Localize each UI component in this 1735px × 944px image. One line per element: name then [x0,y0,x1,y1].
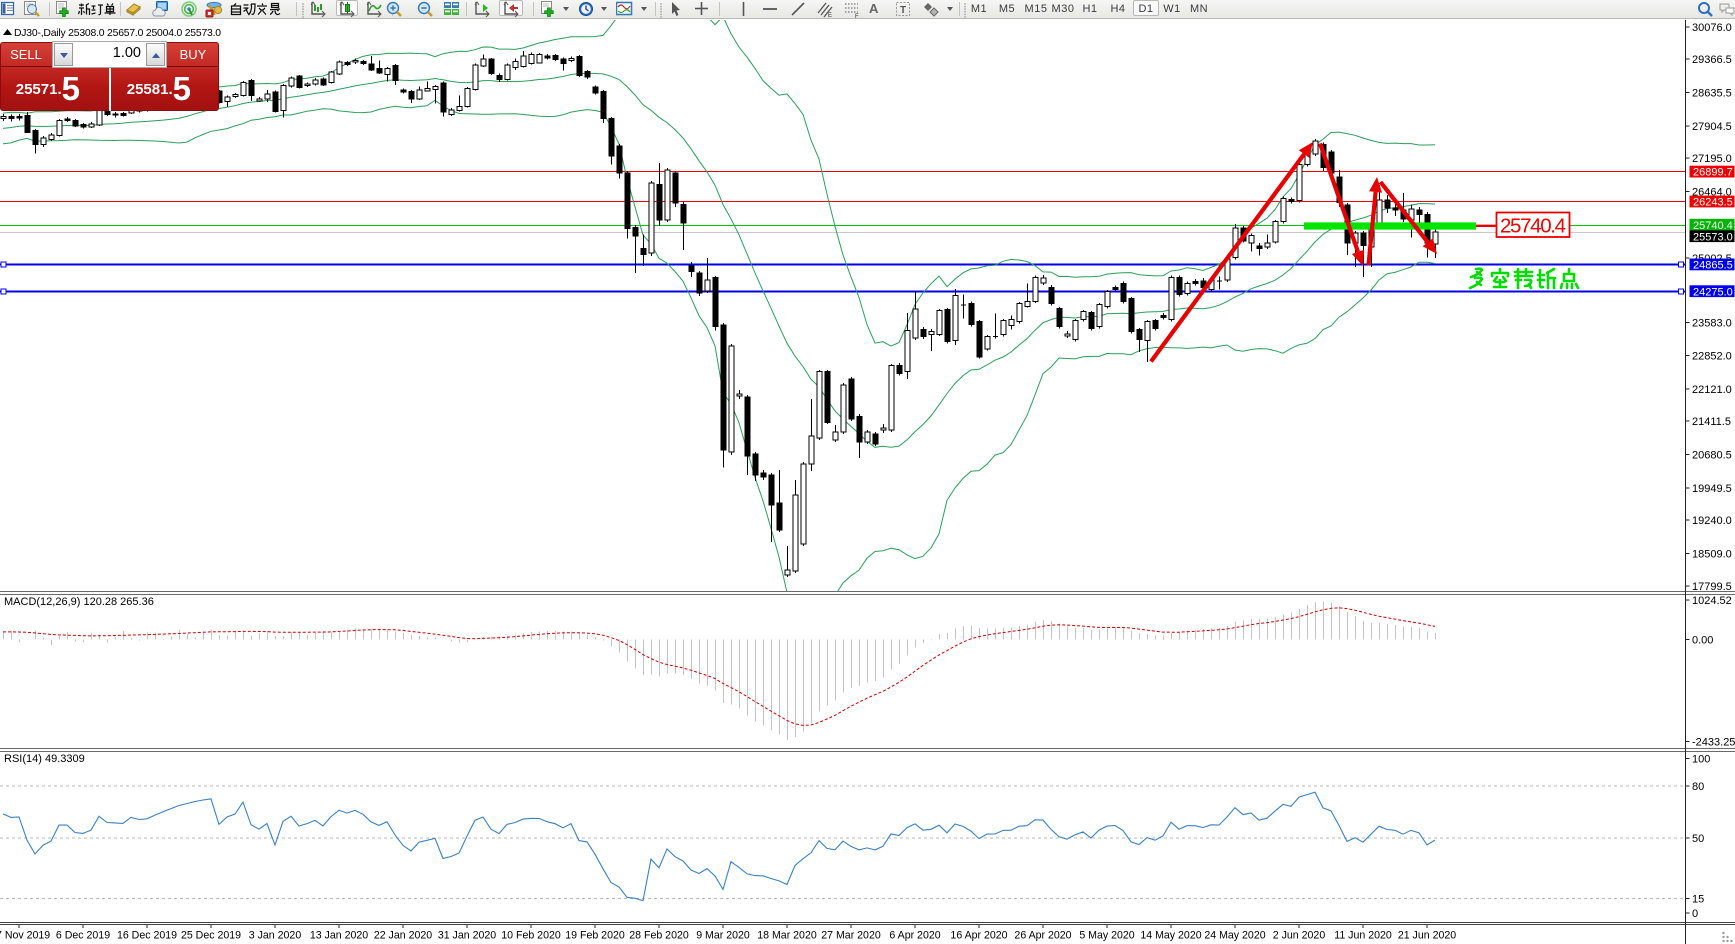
svg-text:16 Dec 2019: 16 Dec 2019 [117,930,177,942]
svg-text:27195.0: 27195.0 [1692,153,1732,165]
svg-text:10 Feb 2020: 10 Feb 2020 [501,930,561,942]
svg-text:11 Jun 2020: 11 Jun 2020 [1334,930,1392,942]
svg-text:26899.7: 26899.7 [1693,167,1733,179]
svg-text:RSI(14) 49.3309: RSI(14) 49.3309 [4,753,85,765]
svg-text:9 Mar 2020: 9 Mar 2020 [696,930,750,942]
svg-text:17799.5: 17799.5 [1692,581,1732,593]
svg-text:100: 100 [1692,753,1710,765]
svg-text:6 Apr 2020: 6 Apr 2020 [889,930,940,942]
svg-text:3 Jan 2020: 3 Jan 2020 [249,930,302,942]
svg-text:5 May 2020: 5 May 2020 [1079,930,1134,942]
svg-text:29366.5: 29366.5 [1692,54,1732,66]
svg-text:6 Dec 2019: 6 Dec 2019 [56,930,110,942]
svg-text:25573.0: 25573.0 [1693,231,1733,243]
svg-text:19949.5: 19949.5 [1692,483,1732,495]
svg-text:MACD(12,26,9) 120.28 265.36: MACD(12,26,9) 120.28 265.36 [4,596,154,608]
svg-text:0.00: 0.00 [1692,634,1713,646]
svg-text:2 Jun 2020: 2 Jun 2020 [1273,930,1326,942]
svg-text:T: T [900,5,906,16]
svg-text:22 Jan 2020: 22 Jan 2020 [374,930,432,942]
svg-text:27904.5: 27904.5 [1692,121,1732,133]
svg-text:18 Mar 2020: 18 Mar 2020 [757,930,817,942]
svg-text:25740.4: 25740.4 [1500,215,1566,238]
svg-text:21411.5: 21411.5 [1692,416,1731,428]
svg-text:80: 80 [1692,781,1704,793]
svg-text:20680.5: 20680.5 [1692,450,1732,462]
svg-text:25740.4: 25740.4 [1693,220,1733,232]
svg-text:15: 15 [1692,893,1704,905]
svg-text:F: F [855,14,859,19]
svg-text:DJ30-,Daily 25308.0 25657.0 2: DJ30-,Daily 25308.0 25657.0 25004.0 2557… [14,28,221,39]
svg-text:27 Mar 2020: 27 Mar 2020 [821,930,881,942]
svg-text:24275.0: 24275.0 [1693,286,1733,298]
svg-text:21 Jun 2020: 21 Jun 2020 [1398,930,1456,942]
svg-text:26243.5: 26243.5 [1693,197,1733,209]
svg-text:18509.0: 18509.0 [1692,549,1732,561]
svg-text:13 Jan 2020: 13 Jan 2020 [310,930,368,942]
svg-text:0: 0 [1692,908,1698,920]
svg-text:26464.0: 26464.0 [1692,186,1732,198]
svg-text:24 May 2020: 24 May 2020 [1204,930,1265,942]
svg-text:19240.0: 19240.0 [1692,515,1732,527]
svg-text:E: E [828,13,832,19]
svg-text:16 Apr 2020: 16 Apr 2020 [950,930,1007,942]
svg-text:1024.52: 1024.52 [1692,595,1732,607]
svg-text:30076.0: 30076.0 [1692,22,1732,34]
svg-text:50: 50 [1692,833,1704,845]
svg-text:23583.0: 23583.0 [1692,318,1732,330]
svg-text:26 Apr 2020: 26 Apr 2020 [1014,930,1071,942]
svg-text:28 Feb 2020: 28 Feb 2020 [629,930,689,942]
svg-text:24865.5: 24865.5 [1693,260,1733,272]
svg-text:28635.5: 28635.5 [1692,88,1732,100]
svg-text:22121.0: 22121.0 [1692,384,1732,396]
svg-text:22852.0: 22852.0 [1692,351,1732,363]
svg-text:-2433.25: -2433.25 [1692,737,1735,749]
svg-text:25 Dec 2019: 25 Dec 2019 [181,930,241,942]
svg-text:31 Jan 2020: 31 Jan 2020 [438,930,496,942]
svg-text:14 May 2020: 14 May 2020 [1140,930,1201,942]
svg-text:19 Feb 2020: 19 Feb 2020 [565,930,625,942]
svg-text:7 Nov 2019: 7 Nov 2019 [0,930,50,942]
